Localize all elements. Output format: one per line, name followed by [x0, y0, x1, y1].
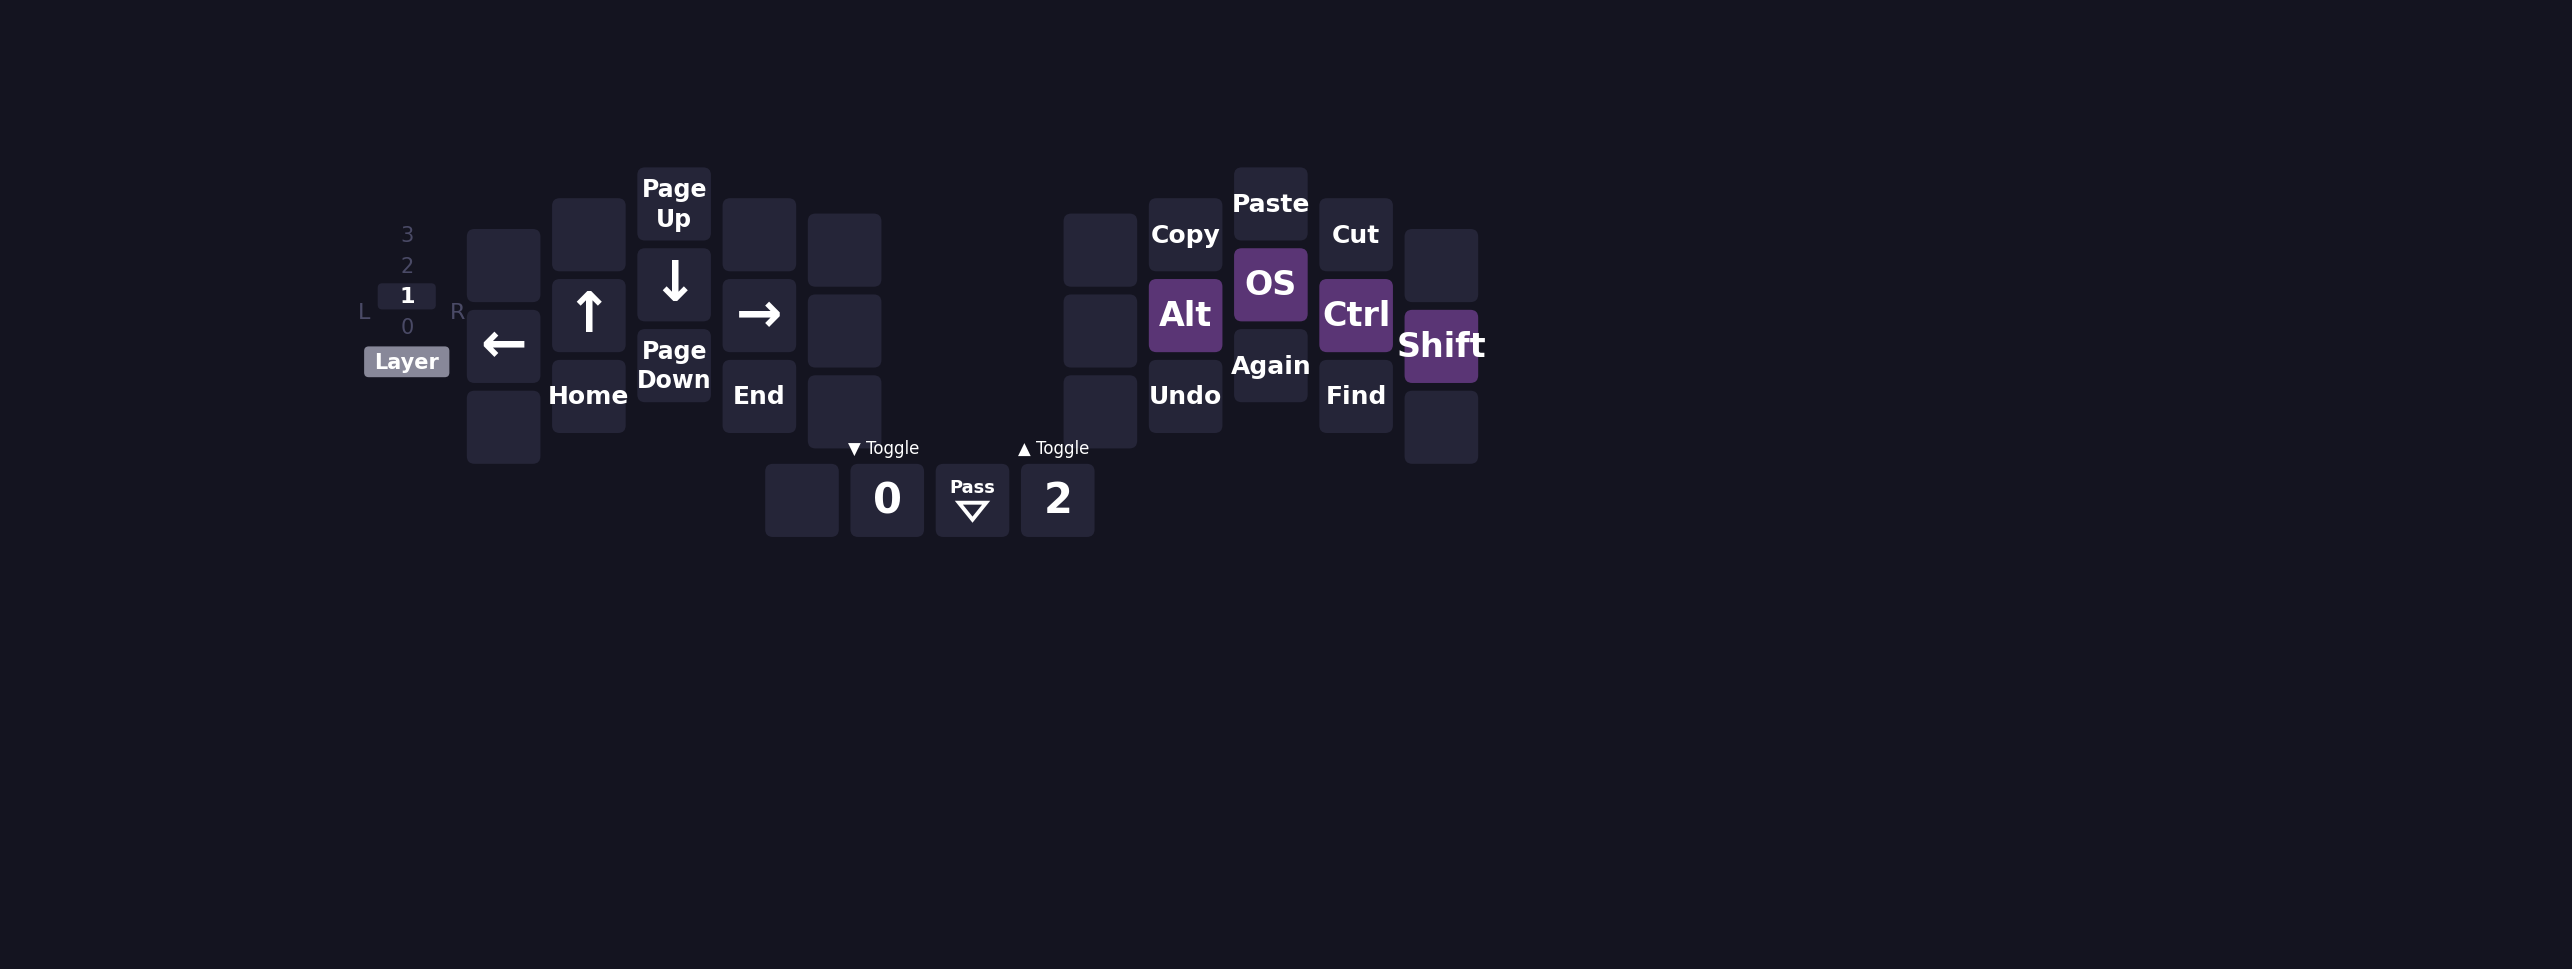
Text: Home: Home — [548, 385, 630, 409]
Text: 2: 2 — [401, 256, 414, 276]
Text: Undo: Undo — [1150, 385, 1222, 409]
FancyBboxPatch shape — [808, 296, 882, 368]
Text: R: R — [450, 302, 466, 323]
FancyBboxPatch shape — [936, 464, 1008, 538]
FancyBboxPatch shape — [553, 280, 625, 353]
Text: 1: 1 — [399, 287, 414, 307]
Text: ▲ Toggle: ▲ Toggle — [1019, 440, 1091, 458]
FancyBboxPatch shape — [766, 464, 838, 538]
FancyBboxPatch shape — [1235, 249, 1307, 322]
Text: Page
Up: Page Up — [640, 178, 707, 232]
FancyBboxPatch shape — [1404, 310, 1479, 384]
FancyBboxPatch shape — [553, 199, 625, 272]
FancyBboxPatch shape — [378, 284, 435, 310]
Text: Page
Down: Page Down — [638, 339, 712, 393]
FancyBboxPatch shape — [1065, 376, 1137, 449]
FancyBboxPatch shape — [808, 214, 882, 288]
FancyBboxPatch shape — [851, 464, 923, 538]
FancyBboxPatch shape — [466, 310, 540, 384]
Text: →: → — [736, 290, 782, 343]
Text: Paste: Paste — [1232, 193, 1309, 217]
FancyBboxPatch shape — [466, 230, 540, 303]
FancyBboxPatch shape — [1404, 230, 1479, 303]
Text: Alt: Alt — [1160, 299, 1211, 332]
FancyBboxPatch shape — [365, 347, 450, 378]
Text: Again: Again — [1229, 355, 1312, 378]
FancyBboxPatch shape — [1065, 296, 1137, 368]
FancyBboxPatch shape — [1235, 169, 1307, 241]
Text: ▼ Toggle: ▼ Toggle — [849, 440, 918, 458]
FancyBboxPatch shape — [638, 329, 710, 403]
FancyBboxPatch shape — [723, 199, 797, 272]
FancyBboxPatch shape — [1235, 329, 1307, 403]
Text: ↓: ↓ — [651, 259, 697, 312]
Text: OS: OS — [1245, 269, 1296, 302]
Text: End: End — [733, 385, 787, 409]
Text: Cut: Cut — [1332, 224, 1381, 247]
Text: ←: ← — [481, 320, 527, 374]
Text: Shift: Shift — [1397, 330, 1487, 363]
Text: L: L — [358, 302, 370, 323]
Text: 0: 0 — [401, 318, 414, 338]
Text: 3: 3 — [401, 226, 414, 245]
Text: Layer: Layer — [376, 353, 440, 372]
Text: 2: 2 — [1044, 480, 1073, 522]
FancyBboxPatch shape — [638, 169, 710, 241]
FancyBboxPatch shape — [638, 249, 710, 322]
FancyBboxPatch shape — [466, 391, 540, 464]
FancyBboxPatch shape — [1065, 214, 1137, 288]
FancyBboxPatch shape — [808, 376, 882, 449]
FancyBboxPatch shape — [723, 280, 797, 353]
FancyBboxPatch shape — [723, 360, 797, 433]
Text: Pass: Pass — [949, 478, 995, 496]
FancyBboxPatch shape — [1319, 360, 1394, 433]
FancyBboxPatch shape — [1150, 199, 1222, 272]
Text: Find: Find — [1325, 385, 1386, 409]
FancyBboxPatch shape — [1319, 199, 1394, 272]
FancyBboxPatch shape — [1150, 280, 1222, 353]
Text: ↑: ↑ — [566, 290, 612, 343]
FancyBboxPatch shape — [553, 360, 625, 433]
Text: Ctrl: Ctrl — [1322, 299, 1391, 332]
Text: Copy: Copy — [1150, 224, 1222, 247]
FancyBboxPatch shape — [1150, 360, 1222, 433]
FancyBboxPatch shape — [1319, 280, 1394, 353]
FancyBboxPatch shape — [1021, 464, 1096, 538]
Text: 0: 0 — [872, 480, 903, 522]
FancyBboxPatch shape — [1404, 391, 1479, 464]
